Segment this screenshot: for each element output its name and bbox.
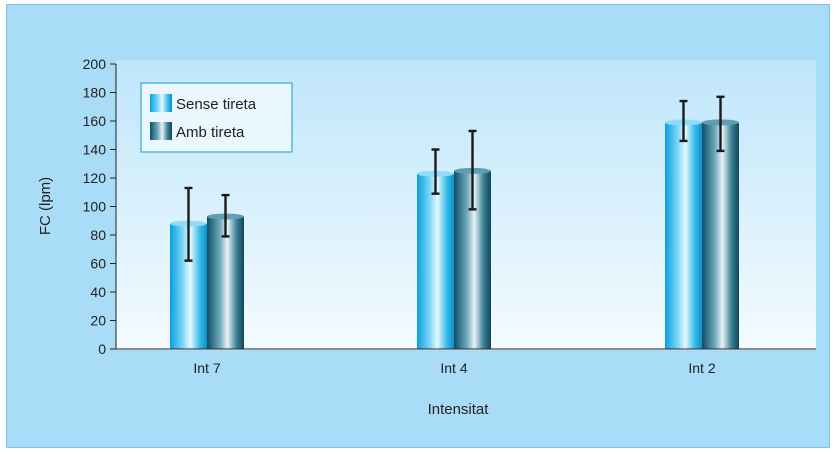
error-bar-sense-tireta-int-4: [431, 148, 440, 195]
bar-sense-tireta-int-4: [417, 170, 454, 349]
error-bar-sense-tireta-int-2: [679, 99, 688, 143]
bar-body-amb-tireta-int-2: [702, 122, 739, 349]
x-tick-label-int-7: Int 7: [193, 360, 220, 376]
y-tick-label-180: 180: [83, 85, 107, 101]
y-tick-label-80: 80: [90, 227, 106, 243]
y-tick-label-20: 20: [90, 313, 106, 329]
y-tick-label-60: 60: [90, 256, 106, 272]
legend-box: [140, 82, 293, 153]
bar-body-sense-tireta-int-2: [665, 122, 702, 349]
bar-sense-tireta-int-2: [665, 119, 702, 349]
y-tick-label-40: 40: [90, 284, 106, 300]
bar-amb-tireta-int-2: [702, 119, 739, 349]
legend: Sense tireta Amb tireta: [140, 82, 293, 153]
error-bar-amb-tireta-int-4: [468, 129, 477, 211]
error-bar-amb-tireta-int-2: [716, 95, 725, 153]
bar-body-amb-tireta-int-7: [207, 216, 244, 349]
y-axis-title: FC (lpm): [37, 177, 54, 235]
y-tick-label-100: 100: [83, 199, 107, 215]
y-tick-label-200: 200: [83, 56, 107, 72]
legend-label-amb-tireta: Amb tireta: [176, 124, 245, 141]
y-tick-label-0: 0: [98, 341, 106, 357]
error-bar-sense-tireta-int-7: [184, 186, 193, 262]
bar-amb-tireta-int-7: [207, 213, 244, 349]
y-tick-label-120: 120: [83, 170, 107, 186]
legend-label-sense-tireta: Sense tireta: [176, 96, 257, 113]
legend-swatch-amb-tireta: [150, 122, 172, 140]
x-tick-label-int-4: Int 4: [440, 360, 467, 376]
y-tick-label-140: 140: [83, 142, 107, 158]
x-tick-label-int-2: Int 2: [688, 360, 715, 376]
x-axis-title: Intensitat: [428, 401, 490, 418]
legend-swatch-sense-tireta: [150, 94, 172, 112]
bar-body-sense-tireta-int-4: [417, 173, 454, 349]
y-tick-label-160: 160: [83, 113, 107, 129]
error-bar-amb-tireta-int-7: [221, 193, 230, 238]
